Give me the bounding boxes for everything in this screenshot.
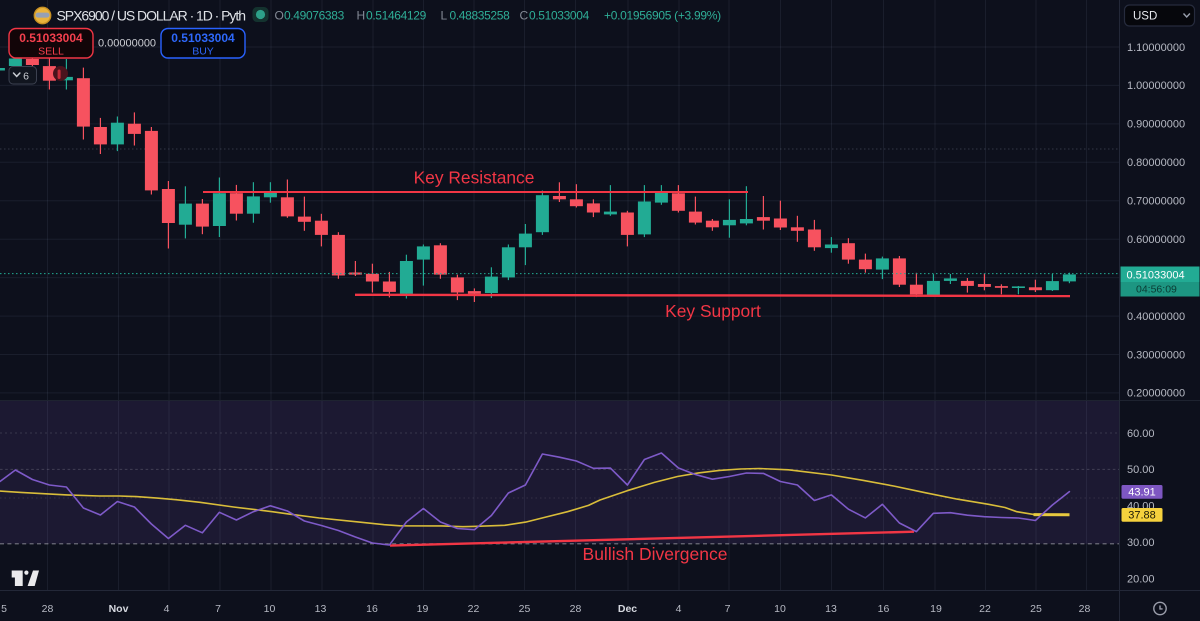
svg-text:L: L (441, 9, 448, 23)
svg-text:0.40000000: 0.40000000 (1127, 311, 1185, 323)
svg-text:Key Support: Key Support (665, 301, 761, 321)
svg-text:6: 6 (23, 71, 29, 83)
svg-text:C: C (520, 9, 529, 23)
svg-text:Nov: Nov (109, 603, 129, 615)
svg-text:SELL: SELL (38, 46, 64, 58)
svg-text:0.48835258: 0.48835258 (450, 9, 511, 23)
svg-text:37.88: 37.88 (1128, 510, 1156, 522)
svg-text:13: 13 (825, 603, 837, 615)
svg-text:43.91: 43.91 (1128, 487, 1156, 499)
svg-text:04:56:09: 04:56:09 (1136, 284, 1177, 296)
svg-text:4: 4 (164, 603, 170, 615)
svg-text:25: 25 (519, 603, 531, 615)
svg-text:1.00000000: 1.00000000 (1127, 80, 1185, 92)
svg-text:Key Resistance: Key Resistance (414, 168, 535, 188)
svg-text:0.00000000: 0.00000000 (98, 38, 156, 50)
svg-text:7: 7 (725, 603, 731, 615)
svg-text:H: H (357, 9, 366, 23)
svg-text:28: 28 (570, 603, 582, 615)
svg-text:7: 7 (215, 603, 221, 615)
svg-text:0.60000000: 0.60000000 (1127, 234, 1185, 246)
svg-text:28: 28 (42, 603, 54, 615)
svg-text:25: 25 (1030, 603, 1042, 615)
svg-text:0.51033004: 0.51033004 (171, 31, 235, 45)
svg-text:BUY: BUY (192, 46, 214, 58)
svg-text:+0.01956905 (+3.99%): +0.01956905 (+3.99%) (604, 9, 721, 23)
svg-text:16: 16 (878, 603, 890, 615)
svg-text:22: 22 (468, 603, 480, 615)
svg-text:19: 19 (930, 603, 942, 615)
svg-text:19: 19 (417, 603, 429, 615)
svg-text:10: 10 (264, 603, 276, 615)
svg-text:0.51033004: 0.51033004 (1127, 270, 1185, 282)
svg-text:13: 13 (315, 603, 327, 615)
svg-text:22: 22 (979, 603, 991, 615)
svg-text:0.70000000: 0.70000000 (1127, 196, 1185, 208)
svg-text:60.00: 60.00 (1127, 428, 1155, 440)
svg-text:Dec: Dec (618, 603, 637, 615)
svg-text:0.51033004: 0.51033004 (529, 9, 590, 23)
svg-text:Bullish Divergence: Bullish Divergence (583, 544, 728, 564)
svg-text:SPX6900 / US DOLLAR · 1D · Pyt: SPX6900 / US DOLLAR · 1D · Pyth (57, 7, 246, 23)
svg-text:10: 10 (774, 603, 786, 615)
svg-text:1.10000000: 1.10000000 (1127, 42, 1185, 54)
svg-text:0.20000000: 0.20000000 (1127, 388, 1185, 400)
svg-text:28: 28 (1079, 603, 1091, 615)
svg-text:5: 5 (1, 603, 7, 615)
svg-text:4: 4 (676, 603, 682, 615)
svg-text:0.49076383: 0.49076383 (284, 9, 345, 23)
svg-text:O: O (275, 9, 284, 23)
svg-text:0.90000000: 0.90000000 (1127, 119, 1185, 131)
svg-text:30.00: 30.00 (1127, 537, 1155, 549)
svg-text:0.30000000: 0.30000000 (1127, 349, 1185, 361)
svg-text:0.51464129: 0.51464129 (366, 9, 427, 23)
svg-text:16: 16 (366, 603, 378, 615)
svg-text:0.51033004: 0.51033004 (19, 31, 83, 45)
svg-text:USD: USD (1133, 11, 1157, 23)
svg-text:0.80000000: 0.80000000 (1127, 157, 1185, 169)
svg-text:50.00: 50.00 (1127, 464, 1155, 476)
svg-text:20.00: 20.00 (1127, 573, 1155, 585)
